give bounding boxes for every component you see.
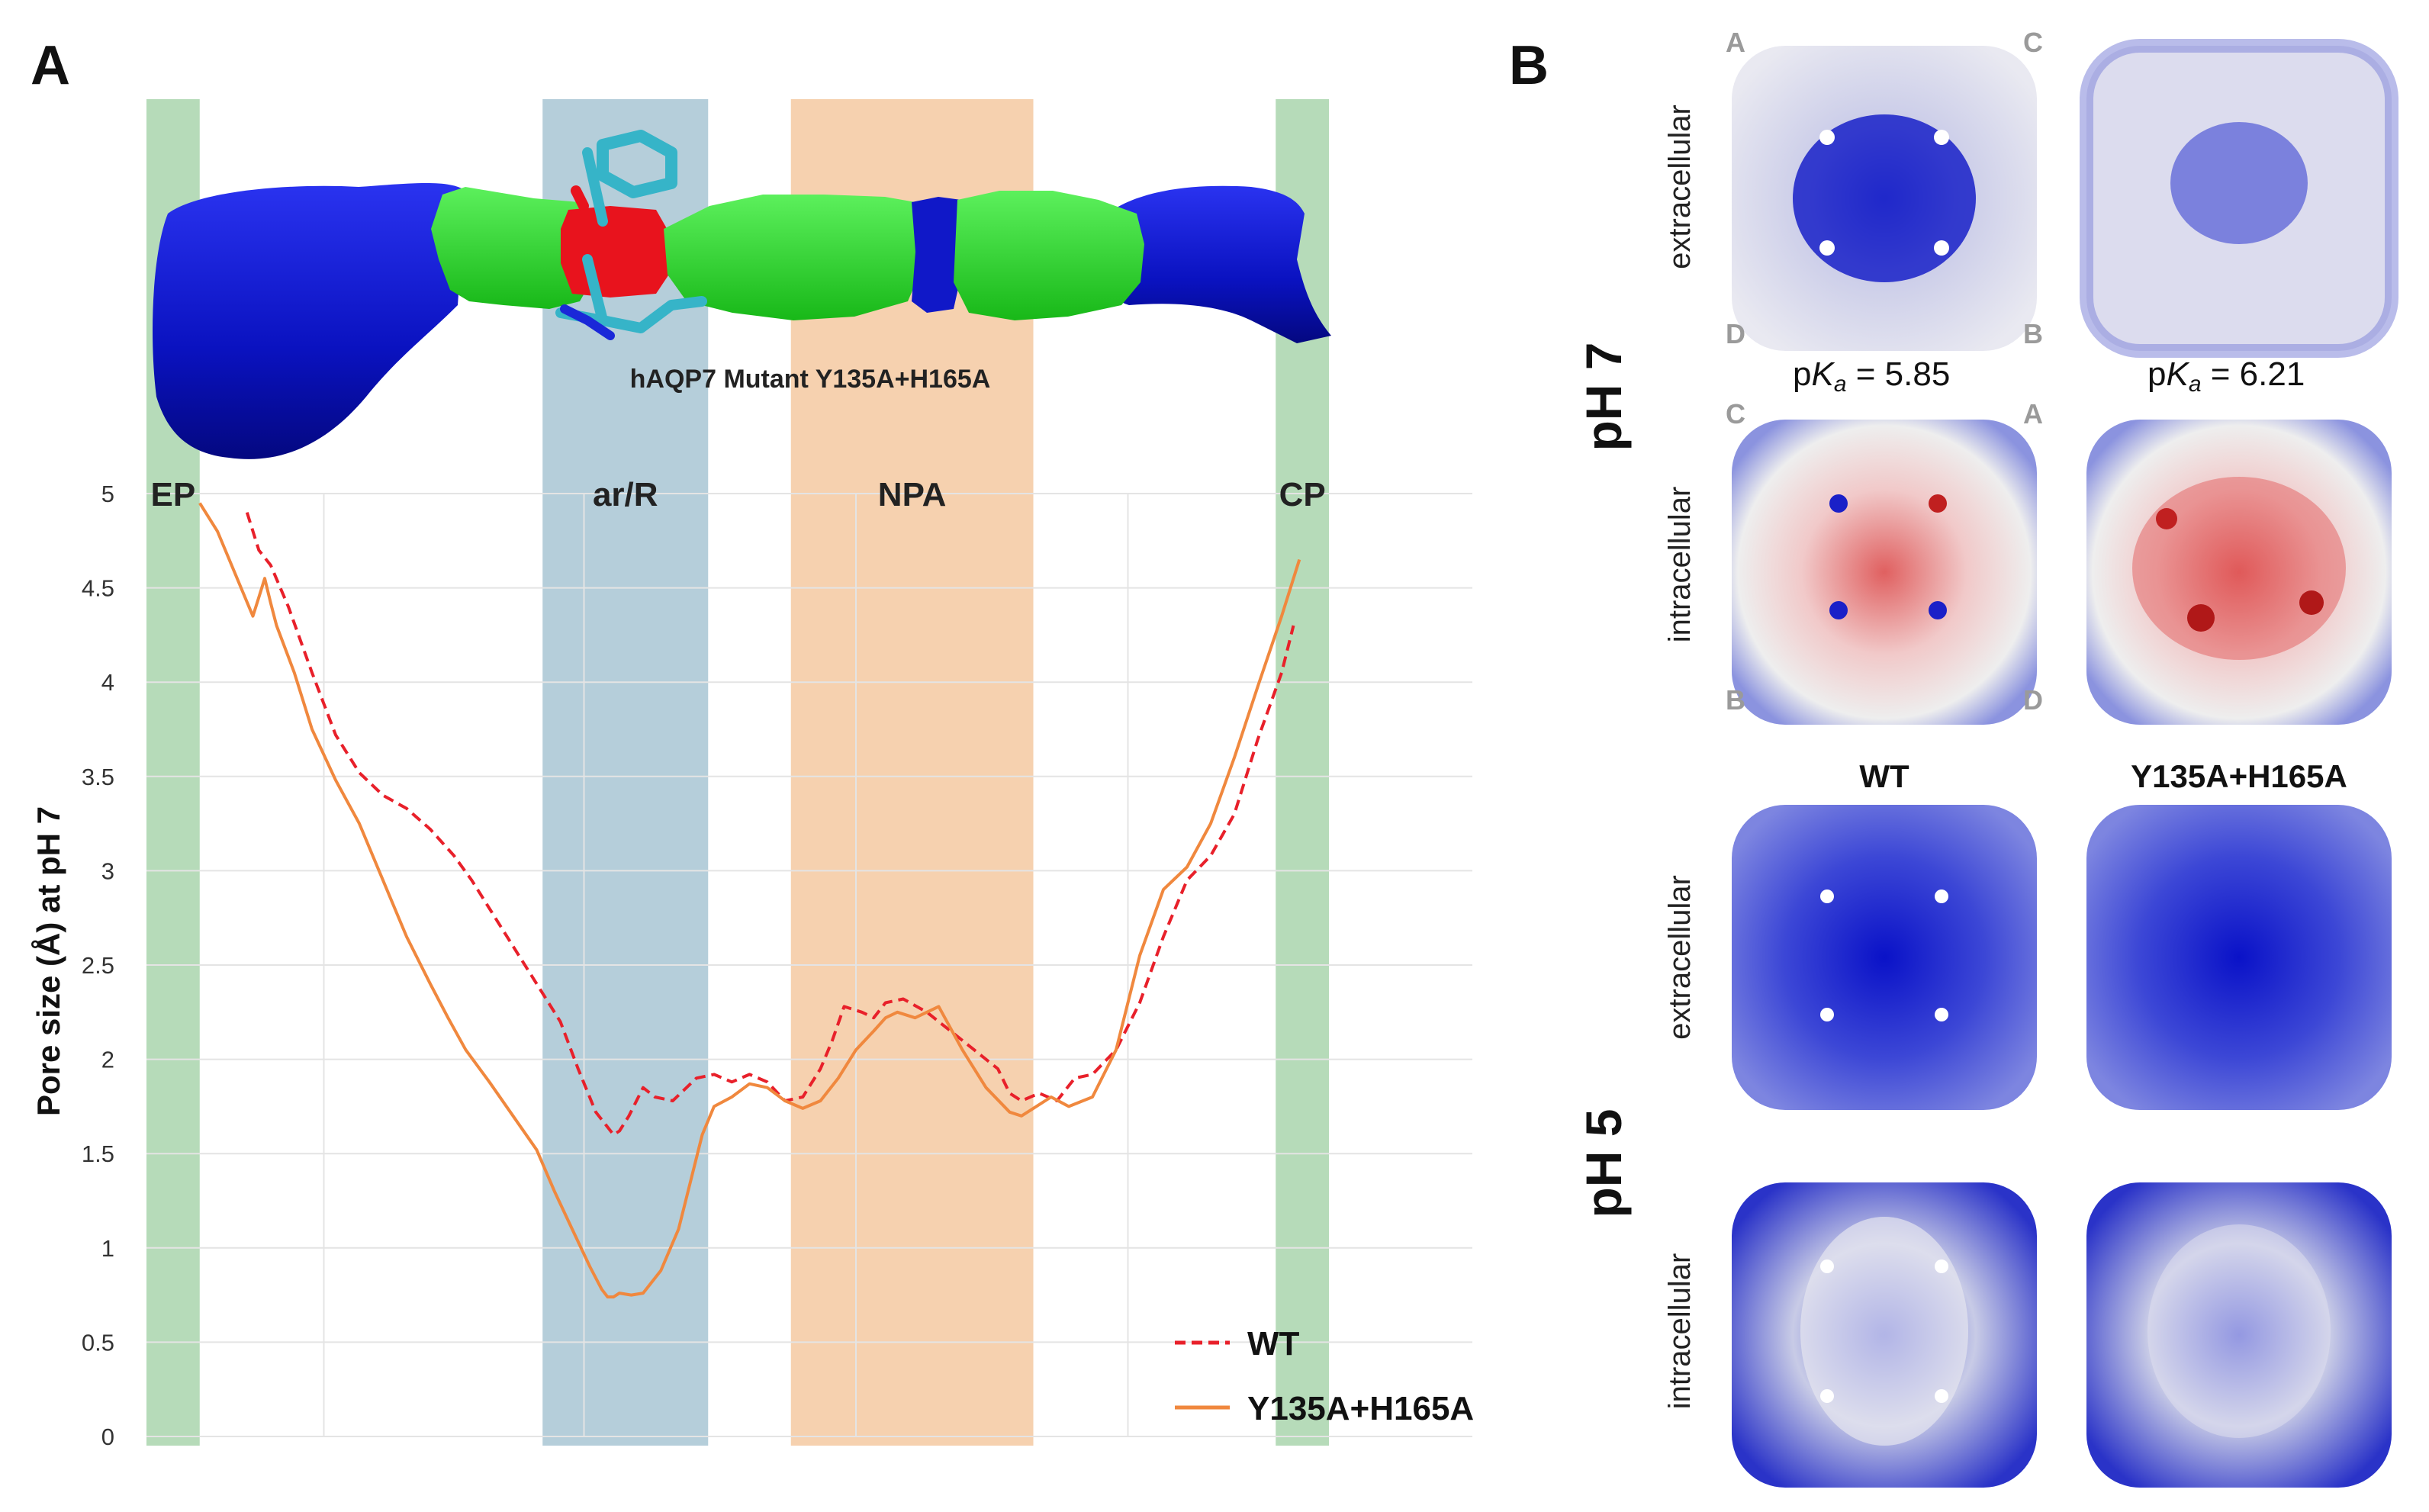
corner-label-top-right: C: [2023, 27, 2043, 58]
ph5-extracellular-label: extracellular: [1663, 875, 1697, 1040]
tunnel-left-vestibule: [153, 183, 465, 459]
corner-label-bottom-left: B: [1726, 684, 1745, 716]
phenyl-ring: [597, 130, 677, 198]
tunnel-green-left: [431, 187, 595, 309]
y-tick-label: 0: [101, 1424, 114, 1450]
data-series: [198, 502, 1301, 1299]
ph7-intracellular-label: intracellular: [1663, 487, 1697, 643]
surface-renders: [1732, 39, 2398, 1488]
surface-ph7-extra-wt: [1732, 46, 2037, 351]
ph7-extracellular-label: extracellular: [1663, 105, 1697, 269]
y-tick-label: 4.5: [82, 575, 114, 602]
corner-label-lower-left: C: [1726, 398, 1745, 429]
y-axis-title: Pore size (Å) at pH 7: [31, 806, 66, 1116]
tunnel-right-vestibule: [1099, 185, 1331, 343]
surface-ph5-extra-mutant: [2086, 805, 2392, 1110]
residue-bond: [582, 147, 608, 227]
column-title-wt: WT: [1859, 758, 1909, 794]
legend-label-mutant: Y135A+H165A: [1247, 1390, 1474, 1427]
pka-wt: pKa = 5.85: [1793, 355, 1950, 397]
region-labels: EP ar/R NPA CP: [151, 476, 1326, 513]
oxygen-atom: [571, 185, 589, 211]
y-tick-label: 1: [101, 1235, 114, 1262]
y-tick-label: 3: [101, 857, 114, 884]
region-label-npa: NPA: [878, 476, 947, 513]
panel-b-letter: B: [1509, 35, 1549, 96]
y-tick-label: 3.5: [82, 764, 114, 790]
grid-lines: [146, 493, 1472, 1437]
y-tick-label: 0.5: [82, 1329, 114, 1356]
legend-label-wt: WT: [1247, 1325, 1300, 1362]
y-tick-label: 4: [101, 669, 114, 696]
series-line-mutant: [198, 502, 1301, 1299]
structure-caption: hAQP7 Mutant Y135A+H165A: [630, 365, 991, 394]
corner-label-top-left: A: [1726, 27, 1745, 58]
residue-bond: [582, 254, 608, 326]
y-tick-label: 2.5: [82, 952, 114, 979]
ph5-intracellular-label: intracellular: [1663, 1253, 1697, 1410]
tunnel-red-constriction: [561, 206, 671, 298]
corner-label-bottom-right: D: [2023, 684, 2043, 716]
tunnel-green-right: [954, 191, 1144, 320]
legend: WT Y135A+H165A: [1175, 1325, 1474, 1427]
panel-a-letter: A: [31, 35, 70, 96]
ph7-label: pH 7: [1575, 342, 1632, 451]
corner-label-lower-right: A: [2023, 398, 2043, 429]
y-tick-label: 1.5: [82, 1140, 114, 1167]
region-label-ar-r: ar/R: [593, 476, 658, 513]
series-line-wt: [245, 512, 1295, 1137]
pore-structure-illustration: [153, 130, 1331, 459]
region-label-cp: CP: [1279, 476, 1326, 513]
corner-label-mid-right: B: [2023, 318, 2043, 349]
region-band-npa: [790, 99, 1034, 1446]
region-label-ep: EP: [151, 476, 196, 513]
surface-ph5-intra-wt: [1732, 1182, 2037, 1488]
ph5-label: pH 5: [1575, 1108, 1632, 1218]
surface-ph7-extra-mutant: [2080, 39, 2398, 358]
surface-ph5-intra-mutant: [2086, 1182, 2392, 1488]
surface-ph5-extra-wt: [1732, 805, 2037, 1110]
residue-sticks: [555, 130, 707, 340]
corner-label-mid-left: D: [1726, 318, 1745, 349]
y-axis-ticks: 0 0.5 1 1.5 2 2.5 3 3.5 4 4.5 5: [82, 481, 114, 1450]
pka-mutant: pKa = 6.21: [2147, 355, 2305, 397]
arginine-nitrogen: [560, 304, 615, 340]
tunnel-blue-band: [912, 197, 965, 313]
y-tick-label: 2: [101, 1047, 114, 1073]
surface-ph7-intra-mutant: [2086, 420, 2392, 725]
y-tick-label: 5: [101, 481, 114, 507]
tunnel-green-middle: [664, 195, 923, 320]
pore-size-chart: hAQP7 Mutant Y135A+H165A 0 0.5 1 1.5 2 2.5 3 3.…: [31, 99, 1474, 1450]
surface-ph7-intra-wt: [1732, 420, 2037, 725]
column-title-mutant: Y135A+H165A: [2131, 758, 2347, 794]
